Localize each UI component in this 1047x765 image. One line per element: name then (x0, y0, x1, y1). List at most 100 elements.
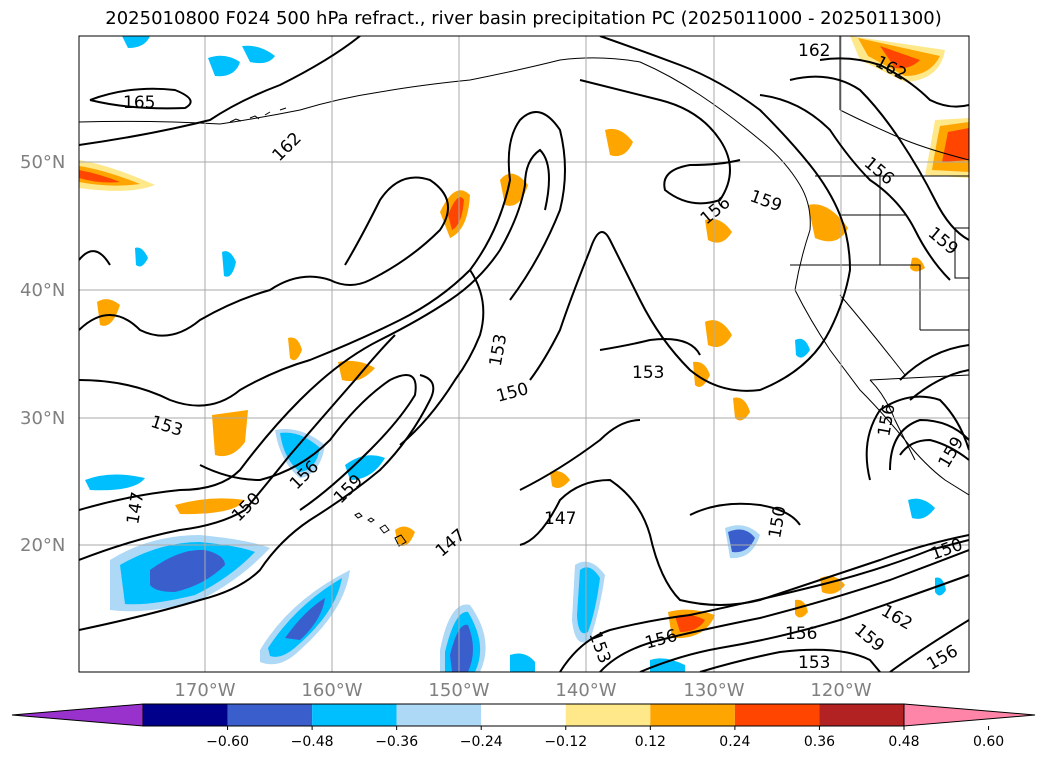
colorbar-segment (650, 704, 735, 726)
contour-line (599, 338, 701, 356)
longitude-label: 170°W (174, 680, 235, 701)
latitude-label: 30°N (20, 408, 65, 429)
precip-positive-area (880, 46, 920, 69)
hawaii-island (394, 534, 407, 547)
longitude-axis: 170°W 160°W 150°W 140°W 130°W 120°W (174, 680, 871, 701)
colorbar-extend-low (11, 703, 144, 727)
precip-positive-area (500, 173, 528, 206)
hawaii-island (379, 524, 390, 534)
contour-line (199, 374, 417, 511)
contour-line (89, 87, 192, 110)
precip-negative-area (242, 45, 275, 64)
alaska-coastline (79, 57, 811, 231)
colorbar-tick-label: −0.60 (206, 734, 249, 750)
contour-line (559, 539, 969, 672)
contour-line (789, 75, 969, 241)
contour-line (79, 374, 435, 631)
colorbar-tick-label: 0.36 (804, 734, 835, 750)
precip-positive-area (910, 257, 925, 272)
contour-line (909, 369, 969, 401)
precip-negative-area (935, 577, 946, 596)
colorbar-tick-label: 0.24 (719, 734, 750, 750)
colorbar-segment (565, 704, 651, 726)
longitude-label: 130°W (683, 680, 744, 701)
colorbar-tick-label: 0.60 (973, 734, 1004, 750)
state-border (839, 294, 906, 376)
contour-label: 153 (798, 653, 830, 673)
contour-line (689, 502, 801, 526)
state-border (790, 264, 921, 330)
precip-positive-area (79, 170, 120, 183)
colorbar-tick-label: −0.48 (291, 734, 334, 750)
latitude-label: 20°N (20, 535, 65, 556)
contour-line (79, 176, 449, 337)
contour-label: 165 (123, 93, 155, 113)
contour-line (889, 418, 969, 471)
mexico-border (869, 374, 969, 381)
map-frame (78, 35, 970, 673)
precip-positive-area (395, 526, 415, 547)
colorbar-segment (396, 704, 482, 726)
precip-positive-area (942, 128, 969, 162)
precip-negative-area (908, 498, 935, 519)
colorbar-segment (227, 704, 313, 726)
precip-negative-area (650, 658, 685, 672)
precip-negative-area (728, 529, 755, 553)
map-title: 2025010800 F024 500 hPa refract., river … (105, 8, 942, 29)
precip-shading (79, 36, 969, 672)
contour-line (519, 419, 641, 491)
contour-line (399, 269, 485, 446)
baja-coastline (869, 379, 916, 461)
contour-line (79, 250, 111, 266)
longitude-label: 150°W (428, 680, 489, 701)
contour-label: 162 (798, 41, 830, 61)
colorbar-tick-label: −0.36 (375, 734, 418, 750)
colorbar-tick-label: −0.24 (460, 734, 503, 750)
colorbar: −0.60 −0.48 −0.36 −0.24 −0.12 0.12 0.24 0.36 0.4… (11, 703, 1036, 750)
precip-positive-area (795, 599, 808, 618)
contour-line (865, 395, 969, 481)
precip-negative-area (795, 338, 810, 358)
contour-line (599, 549, 969, 672)
precip-positive-area (448, 197, 464, 230)
precip-positive-area (288, 337, 302, 361)
colorbar-tick-label: −0.12 (544, 734, 587, 750)
contour-line (79, 148, 550, 511)
precip-positive-area (733, 397, 750, 421)
aleutian-islands (229, 107, 287, 123)
precip-positive-area (705, 218, 732, 243)
precip-negative-area (122, 36, 150, 48)
precip-negative-area (510, 653, 535, 672)
refractivity-contours (79, 36, 969, 672)
contour-line (579, 79, 741, 205)
precip-positive-area (175, 498, 245, 515)
colorbar-segment (819, 704, 904, 726)
precip-negative-area (150, 549, 225, 592)
contour-line (699, 648, 881, 672)
longitude-label: 120°W (810, 680, 871, 701)
canada-border (839, 109, 969, 161)
contour-line (79, 334, 396, 561)
hawaii-island (367, 517, 375, 523)
precip-negative-area (85, 474, 145, 491)
precip-negative-area (285, 598, 325, 640)
contour-line (519, 478, 969, 606)
colorbar-segment (312, 704, 397, 726)
longitude-label: 160°W (301, 680, 362, 701)
precip-negative-area (280, 432, 320, 472)
precip-negative-area (450, 624, 473, 672)
latitude-axis: 50°N 40°N 30°N 20°N (20, 152, 65, 556)
graticule (79, 36, 969, 672)
precip-negative-area (208, 55, 240, 77)
precip-negative-area (345, 455, 385, 480)
contour-line (899, 438, 969, 461)
precip-negative-area (577, 567, 600, 634)
na-coastline (794, 229, 969, 496)
colorbar-frame (142, 703, 905, 727)
precip-positive-area (705, 320, 732, 348)
contour-label: 156 (785, 624, 817, 644)
contour-line (819, 57, 969, 108)
precip-positive-area (97, 299, 120, 326)
colorbar-segment (143, 704, 228, 726)
